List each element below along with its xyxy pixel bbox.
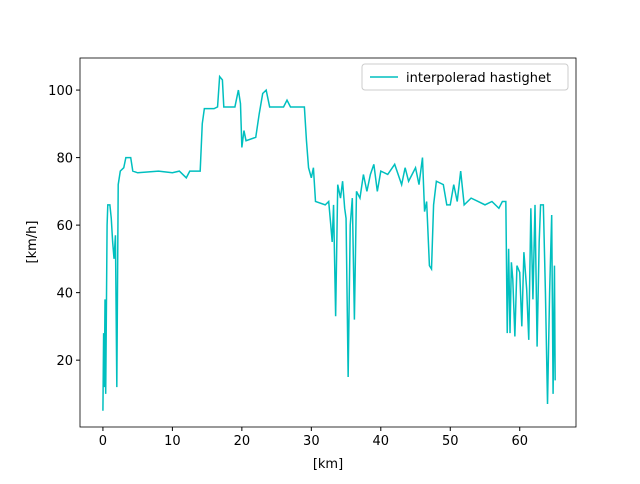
x-tick-label: 40 xyxy=(373,434,390,449)
legend-box xyxy=(361,63,569,91)
legend-label: interpolerad hastighet xyxy=(406,71,551,86)
line xyxy=(102,74,556,411)
x-tick-label: 10 xyxy=(164,434,181,449)
y-tick-label: 20 xyxy=(56,354,73,369)
x-tick-label: 0 xyxy=(99,434,107,449)
x-tick-label: 30 xyxy=(303,434,320,449)
y-tick-label: 80 xyxy=(56,152,73,167)
y-tick-label: 100 xyxy=(48,84,73,99)
y-axis-label: [km/h] xyxy=(25,221,40,264)
plot-frame xyxy=(79,57,577,428)
y-tick-label: 40 xyxy=(56,287,73,302)
x-tick-label: 50 xyxy=(442,434,459,449)
x-axis-label: [km] xyxy=(313,457,343,472)
y-tick-label: 60 xyxy=(56,219,73,234)
x-tick-label: 60 xyxy=(511,434,528,449)
x-tick-label: 20 xyxy=(234,434,251,449)
